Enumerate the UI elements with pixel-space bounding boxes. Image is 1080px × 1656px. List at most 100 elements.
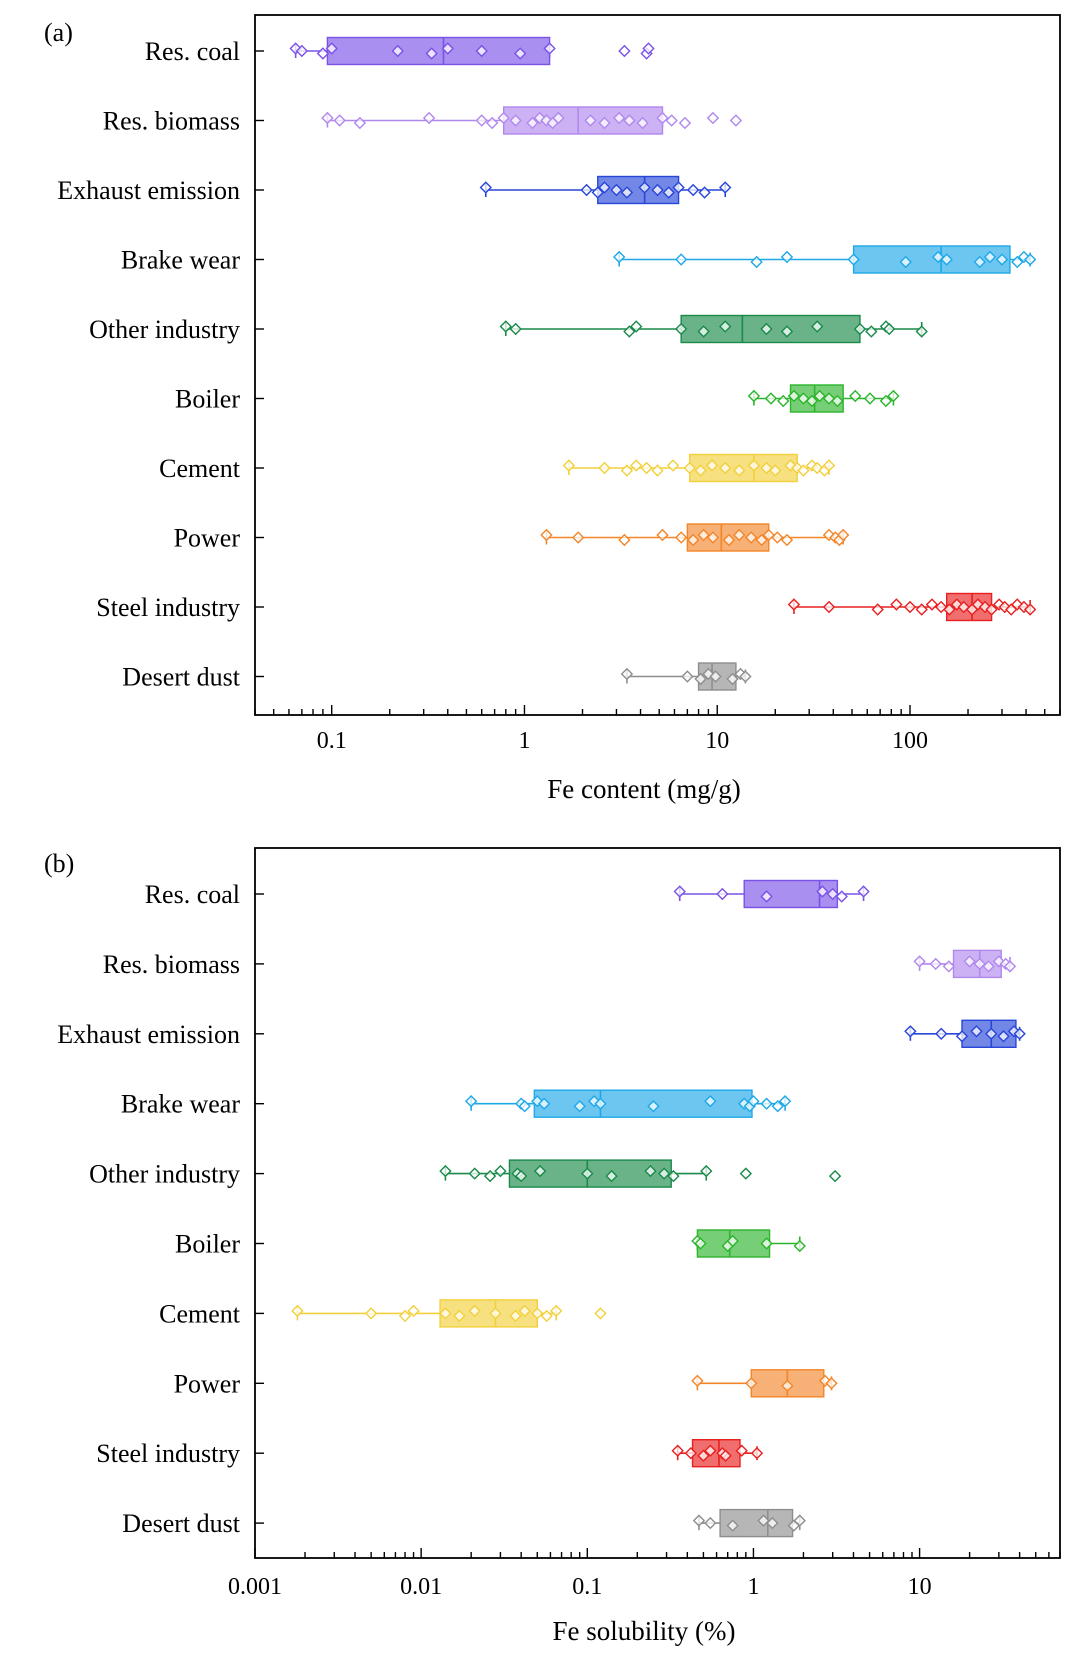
panel-b-data-point (719, 1449, 732, 1462)
panel-a-category-labels: Res. coal Res. biomass Exhaust emission Bra… (57, 37, 264, 692)
panel-a-data-point (598, 116, 611, 130)
panel-b-data-point (793, 1514, 806, 1527)
panel-b-data-point (982, 960, 995, 973)
panel-b-data-point (533, 1164, 547, 1178)
panel-a-data-point (540, 114, 553, 127)
panel-b-box-exhaust-emission (904, 1019, 1026, 1048)
panel-b-box-brake-wear (464, 1089, 792, 1118)
panel-a-data-point (849, 389, 862, 403)
panel-a-category-label-exhaust-emission: Exhaust emission (57, 176, 240, 205)
panel-b-data-point (667, 1169, 680, 1183)
panel-b-category-label-brake-wear: Brake wear (121, 1090, 240, 1119)
panel-b-frame (254, 847, 1061, 1559)
panel-b-data-point (825, 1377, 838, 1390)
panel-b-data-point (581, 1167, 594, 1180)
panel-a-data-point (526, 116, 539, 130)
panel-a-data-point (533, 111, 546, 125)
panel-a-box-steel-industry (787, 592, 1037, 622)
panel-b-x-tick-label: 0.001 (228, 1574, 282, 1600)
panel-b-data-point (970, 1025, 983, 1038)
panel-a-data-point (871, 603, 884, 616)
panel-b-data-point (963, 955, 976, 968)
panel-a-data-point (540, 528, 553, 542)
panel-a-data-point (698, 186, 711, 199)
panel-a-data-point (739, 670, 752, 683)
panel-a-data-point (983, 250, 997, 264)
panel-a-data-point (722, 533, 736, 547)
panel-b-box-other-industry (439, 1159, 842, 1188)
panel-a-frame (254, 14, 1061, 716)
panel-b-x-axis-title: Fe solubility (%) (553, 1616, 736, 1646)
panel-a-data-point (295, 44, 309, 58)
panel-b-data-point (464, 1095, 478, 1108)
panel-b-data-point (716, 887, 729, 901)
panel-b-data-point (760, 890, 773, 903)
panel-a-data-point (620, 667, 634, 681)
panel-b-data-point (726, 1234, 739, 1248)
panel-b-box-desert-dust (692, 1508, 806, 1538)
panel-b-data-point (694, 1237, 707, 1250)
panel-b-data-point (605, 1169, 618, 1183)
panel-a-data-point (572, 531, 585, 544)
panel-b-data-point (704, 1095, 717, 1108)
panel-a-box-boiler (747, 384, 900, 413)
panel-a-data-point (665, 114, 678, 127)
panel-a-data-point (485, 116, 499, 130)
panel-a-data-point (683, 461, 696, 475)
panel-a-data-point (441, 42, 454, 55)
panel-a-x-tick-label: 1 (518, 728, 530, 754)
panel-b-data-point (692, 1514, 706, 1527)
panel-a-data-point (475, 44, 488, 58)
panel-b-category-label-other-industry: Other industry (89, 1160, 240, 1189)
panel-a-data-point (672, 181, 685, 194)
panel-a-data-point (479, 181, 492, 194)
panel-a-data-point (883, 322, 896, 336)
panel-b-data-point (828, 1169, 842, 1183)
panel-a-data-point (915, 325, 928, 338)
panel-a-data-point (289, 42, 302, 55)
panel-a-data-point (333, 114, 346, 127)
panel-a-data-point (719, 181, 732, 194)
panel-a-data-point (865, 325, 878, 338)
panel-a-data-point (899, 255, 912, 269)
panel-a-iqr-box-res-biomass (502, 106, 664, 135)
panel-b-data-point (594, 1097, 607, 1110)
panel-b-box-res-biomass (913, 949, 1017, 979)
panel-a-data-point (771, 531, 784, 544)
panel-b-data-point (697, 1449, 710, 1462)
panel-a-boxes (289, 36, 1037, 691)
panel-a-data-point (925, 598, 939, 611)
panel-b-data-point (760, 1237, 773, 1250)
panel-a-x-ticks: 0.1 1 10 100 (254, 705, 1061, 754)
panel-a-data-point (391, 44, 404, 58)
panel-a-data-point (509, 322, 522, 336)
panel-b-data-point (793, 1239, 806, 1253)
panel-a-data-point (744, 531, 758, 544)
panel-a-data-point (612, 111, 626, 125)
panel-b-data-point (647, 1100, 660, 1113)
panel-a-data-point (726, 672, 739, 686)
panel-a-data-point (651, 183, 664, 197)
panel-a-data-point (642, 42, 655, 55)
panel-b-data-point (726, 1519, 739, 1532)
panel-a-data-point (656, 111, 669, 125)
panel-a-data-point (787, 598, 801, 611)
panel-a-category-label-res-coal: Res. coal (145, 37, 240, 66)
panel-a-data-point (998, 600, 1011, 614)
panel-b-data-point (673, 885, 686, 898)
panel-a-data-point (940, 253, 953, 266)
panel-a-data-point (762, 528, 775, 542)
panel-b-box-steel-industry (671, 1438, 764, 1468)
panel-b-category-labels: Res. coal Res. biomass Exhaust emission Bra… (57, 880, 264, 1538)
panel-a-data-point (1023, 253, 1037, 266)
panel-a-category-label-brake-wear: Brake wear (121, 246, 240, 275)
panel-b-data-point (1013, 1027, 1026, 1040)
panel-b-box-res-coal (673, 879, 870, 909)
panel-a-data-point (787, 389, 801, 403)
panel-a-data-point (931, 250, 945, 264)
panel-b-data-point (955, 1030, 969, 1043)
panel-b-category-label-exhaust-emission: Exhaust emission (57, 1020, 240, 1049)
panel-a-box-cement (562, 453, 836, 483)
panel-b-data-point (985, 1027, 998, 1040)
